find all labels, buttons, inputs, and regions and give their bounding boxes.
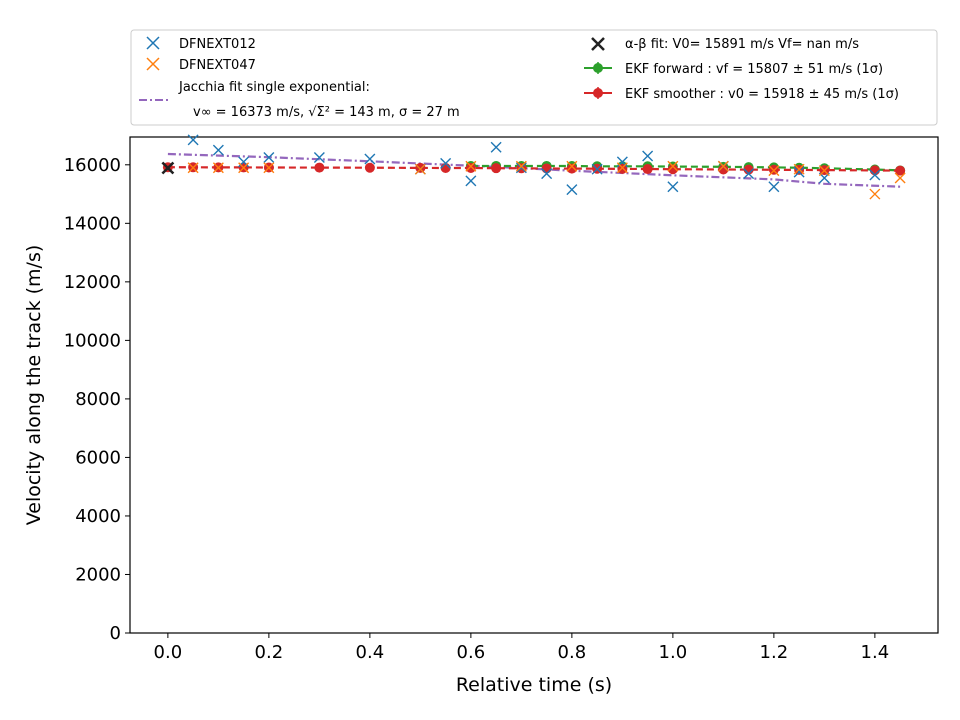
series-dfnext012-point [263,151,275,163]
series-dfnext012-point [768,181,780,193]
series-dfnext047-point [667,160,679,172]
series-dfnext047-point [717,160,729,172]
series-dfnext012-point [313,151,325,163]
series-dfnext047-point [187,162,199,174]
series-ekf-smoother-v0-15918-45-point [415,162,426,173]
legend-marker-dfnext047 [146,57,160,71]
legend-marker-dfnext012 [146,36,160,50]
legend-entry-dfnext047: DFNEXT047 [146,57,256,73]
series-ekf-smoother-v0-15918-45-point [642,164,653,175]
series-dfnext047-point [465,160,477,172]
legend-entry-jacchia: Jacchia fit single exponential: v∞ = 163… [139,80,460,120]
series-dfnext047-point [818,165,830,177]
legend-entry-alpha-beta: α-β fit: V0= 15891 m/s Vf= nan m/s [591,37,859,52]
legend-label-jacchia-line1: Jacchia fit single exponential: [178,80,370,95]
legend-label-ekf-forward: EKF forward : vf = 15807 ± 51 m/s (1σ) [625,62,883,77]
legend-marker-ekf-smoother [593,88,603,98]
legend-label-dfnext012: DFNEXT012 [179,37,256,52]
series-ekf-smoother-v0-15918-45-point [718,164,729,175]
series-dfnext047-point [793,163,805,175]
series-dfnext012-point [793,166,805,178]
series-dfnext047-point [894,172,906,184]
series-dfnext047-point [414,163,426,175]
series-dfnext047-point [566,160,578,172]
y-axis-ticks: 0 2000 4000 6000 8000 10000 12000 14000 16000 [64,155,130,644]
series-dfnext047-point [212,162,224,174]
series-dfnext012-point [364,153,376,165]
series-dfnext012-point [869,169,881,181]
x-axis-ticks: 0.0 0.2 0.4 0.6 0.8 1.0 1.2 1.4 [154,633,890,663]
series-dfnext012-point [743,168,755,180]
series-dfnext012-point [187,134,199,146]
y-tick-label: 16000 [64,155,121,176]
x-tick-label: 1.4 [861,642,890,663]
series-dfnext047-point [616,162,628,174]
series-ekf-smoother-v0-15918-45-point [541,163,552,174]
x-tick-label: 0.2 [255,642,284,663]
series-ekf-smoother-v0-15918-45-point [617,163,628,174]
y-tick-label: 8000 [75,389,121,410]
series-dfnext012-point [591,163,603,175]
series-dfnext012-point [465,175,477,187]
y-tick-label: 14000 [64,213,121,234]
series-ekf-smoother-v0-15918-45-point [440,162,451,173]
series-dfnext012-point [667,181,679,193]
legend-marker-ekf-forward [593,63,603,73]
series-ekf-smoother-v0-15918-45-point [465,163,476,174]
series-dfnext047-point [238,162,250,174]
series-layer [161,134,906,200]
legend-box [130,29,938,126]
series-dfnext012-point [541,168,553,180]
series-ekf-smoother-v0-15918-45-point [895,165,906,176]
series-dfnext047 [187,160,906,200]
series-dfnext047-point [768,165,780,177]
series-dfnext012 [162,134,881,196]
series-ekf-smoother-v0-15918-45-point [314,162,325,173]
series-dfnext047-point [869,188,881,200]
legend-marker-alpha-beta [591,37,605,51]
series-dfnext047-point [263,162,275,174]
x-tick-label: 1.2 [760,642,789,663]
x-tick-label: 0.6 [457,642,486,663]
series-dfnext012-point [642,150,654,162]
series-dfnext047-point [515,160,527,172]
legend-entry-dfnext012: DFNEXT012 [146,36,256,52]
plot-area: 0.0 0.2 0.4 0.6 0.8 1.0 1.2 1.4 0 2000 4000 6000 80… [64,134,939,663]
x-axis-title: Relative time (s) [456,674,612,696]
legend-entry-ekf-smoother: EKF smoother : v0 = 15918 ± 45 m/s (1σ) [584,87,899,102]
y-tick-label: 12000 [64,272,121,293]
series-fit-v0-15891-m-s-vf-nan--point [161,161,175,175]
y-tick-label: 6000 [75,447,121,468]
legend-entry-ekf-forward: EKF forward : vf = 15807 ± 51 m/s (1σ) [584,62,883,77]
series-dfnext012-point [440,157,452,169]
y-tick-label: 0 [110,623,121,644]
y-axis-title: Velocity along the track (m/s) [23,245,45,526]
series-ekf-smoother-v0-15918-45-point [491,163,502,174]
legend-label-alpha-beta: α-β fit: V0= 15891 m/s Vf= nan m/s [625,37,859,52]
legend-label-dfnext047: DFNEXT047 [179,58,256,73]
series-dfnext012-point [566,184,578,196]
x-tick-label: 0.0 [154,642,183,663]
series-ekf-smoother-v0-15918-45-point [566,163,577,174]
legend-label-ekf-smoother: EKF smoother : v0 = 15918 ± 45 m/s (1σ) [625,87,899,102]
series-fit-v0-15891-m-s-vf-nan- [161,161,175,175]
x-tick-label: 1.0 [659,642,688,663]
series-ekf-smoother-v0-15918-45-point [667,164,678,175]
x-tick-label: 0.8 [558,642,587,663]
plot-frame [129,136,939,634]
series-dfnext012-point [212,144,224,156]
legend: DFNEXT012 DFNEXT047 Jacchia fit single e… [130,29,938,126]
series-ekf-smoother-v0-15918-45-point [364,162,375,173]
y-tick-label: 4000 [75,506,121,527]
series-dfnext012-point [490,141,502,153]
y-tick-label: 10000 [64,330,121,351]
x-tick-label: 0.4 [356,642,385,663]
series-dfnext012-point [515,162,527,174]
legend-label-jacchia-line2: v∞ = 16373 m/s, √Σ² = 143 m, σ = 27 m [193,105,460,120]
series-ekf-forward-vf-15807-51--line [470,164,901,172]
series-ekf-smoother-v0-15918-45-point [869,165,880,176]
series-ekf-smoother-v0-15918-45-point [743,164,754,175]
y-tick-label: 2000 [75,564,121,585]
